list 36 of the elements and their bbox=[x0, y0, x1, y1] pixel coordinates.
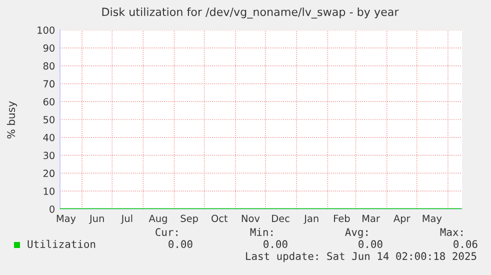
text: 0.00 bbox=[264, 240, 288, 248]
x-tick-label: Dec bbox=[272, 214, 290, 222]
x-tick-label: Jul bbox=[120, 214, 132, 224]
y-tick-label: 50 bbox=[44, 116, 54, 124]
text: Cur: bbox=[156, 228, 178, 236]
legend-label: Utilization bbox=[28, 240, 96, 248]
x-tick-label: Sep bbox=[180, 214, 198, 224]
text: 0.00 bbox=[358, 240, 382, 248]
y-tick-label: 80 bbox=[43, 62, 54, 70]
text: Last update: Sat Jun 14 02:00:18 2025 bbox=[246, 252, 476, 262]
x-tick-label: May bbox=[422, 214, 442, 224]
y-tick-label: 70 bbox=[44, 80, 54, 88]
x-tick-label: Jun bbox=[88, 214, 104, 224]
y-tick-label: 20 bbox=[43, 170, 54, 178]
text: Avg: bbox=[345, 228, 368, 238]
x-tick-label: Jan bbox=[304, 214, 318, 224]
y-tick-label: 30 bbox=[44, 152, 54, 160]
y-tick-label: 40 bbox=[43, 134, 54, 142]
y-tick-label: 90 bbox=[43, 44, 54, 52]
x-tick-label: Nov bbox=[242, 214, 260, 222]
x-tick-label: Oct bbox=[212, 214, 228, 222]
x-tick-label: Apr bbox=[394, 214, 410, 224]
x-tick-label: Aug bbox=[148, 214, 167, 224]
x-tick-label: May bbox=[56, 214, 76, 224]
y-axis-title: % busy bbox=[6, 101, 18, 138]
text: 0.00 bbox=[168, 240, 192, 248]
text: Min: bbox=[250, 228, 272, 236]
y-tick-label: 60 bbox=[43, 98, 54, 106]
y-tick-label: 10 bbox=[44, 188, 54, 195]
text: Max: bbox=[440, 228, 462, 236]
chart-title: Disk utilization for /dev/vg_noname/lv_swap - by year bbox=[102, 7, 399, 19]
x-tick-label: Feb bbox=[334, 214, 350, 222]
text: 0.06 bbox=[454, 240, 478, 248]
y-tick-label: 0 bbox=[50, 205, 54, 213]
x-tick-label: Mar bbox=[362, 214, 380, 222]
y-tick-label: 100 bbox=[38, 26, 54, 34]
